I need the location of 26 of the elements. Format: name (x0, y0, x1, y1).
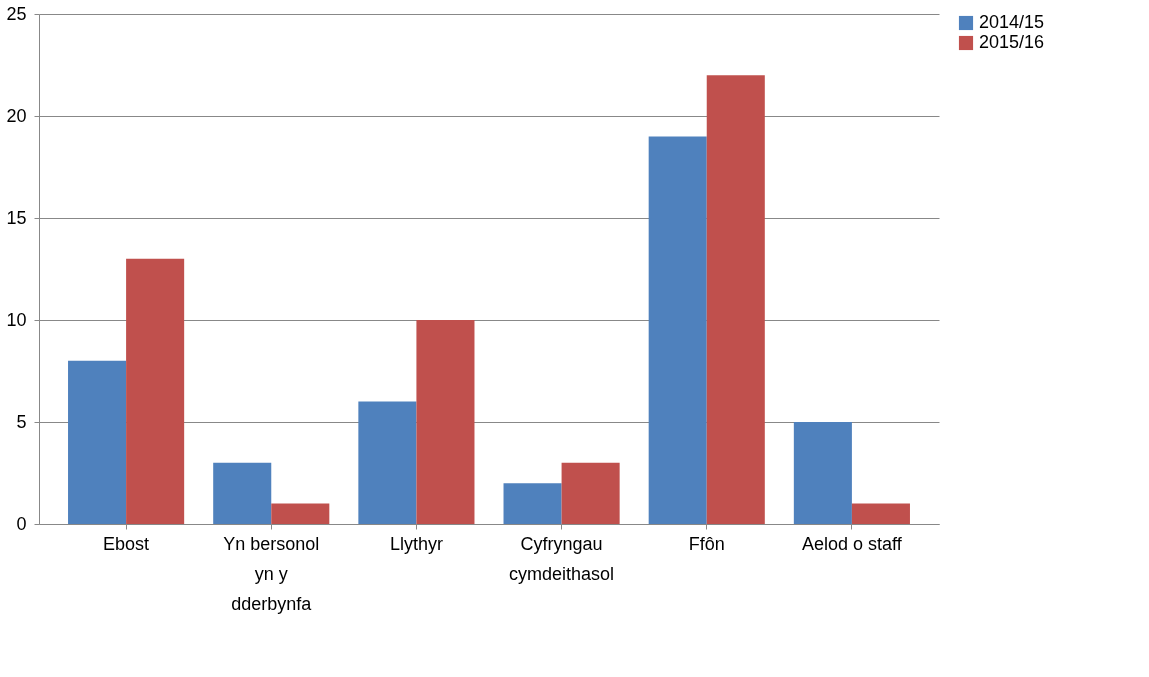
bar (706, 75, 765, 524)
bar (503, 483, 562, 524)
x-tick-label: Llythyr (389, 533, 443, 554)
y-tick-label: 15 (6, 207, 27, 228)
y-tick-label: 5 (16, 411, 27, 432)
y-tick-label: 25 (6, 3, 27, 24)
bar (416, 320, 475, 524)
y-tick-label: 0 (16, 513, 27, 534)
x-tick-label: Ebost (103, 533, 150, 554)
legend-label: 2015/16 (979, 32, 1045, 52)
bar (793, 422, 852, 524)
legend-label: 2014/15 (979, 12, 1045, 32)
bar (126, 258, 185, 524)
x-tick-label: Cyfryngau cymdeithasol (509, 533, 615, 584)
y-tick-label: 20 (6, 105, 27, 126)
bar (851, 503, 910, 524)
bar (213, 462, 272, 524)
bar (271, 503, 330, 524)
x-tick-label: Aelod o staff (802, 533, 903, 554)
bar (68, 360, 127, 524)
bar (648, 136, 707, 524)
bar (358, 401, 417, 524)
x-tick-label: Ffôn (688, 533, 725, 554)
x-tick-label: Yn bersonol yn y dderbynfa (223, 533, 320, 614)
y-tick-label: 10 (6, 309, 27, 330)
bar (561, 462, 620, 524)
